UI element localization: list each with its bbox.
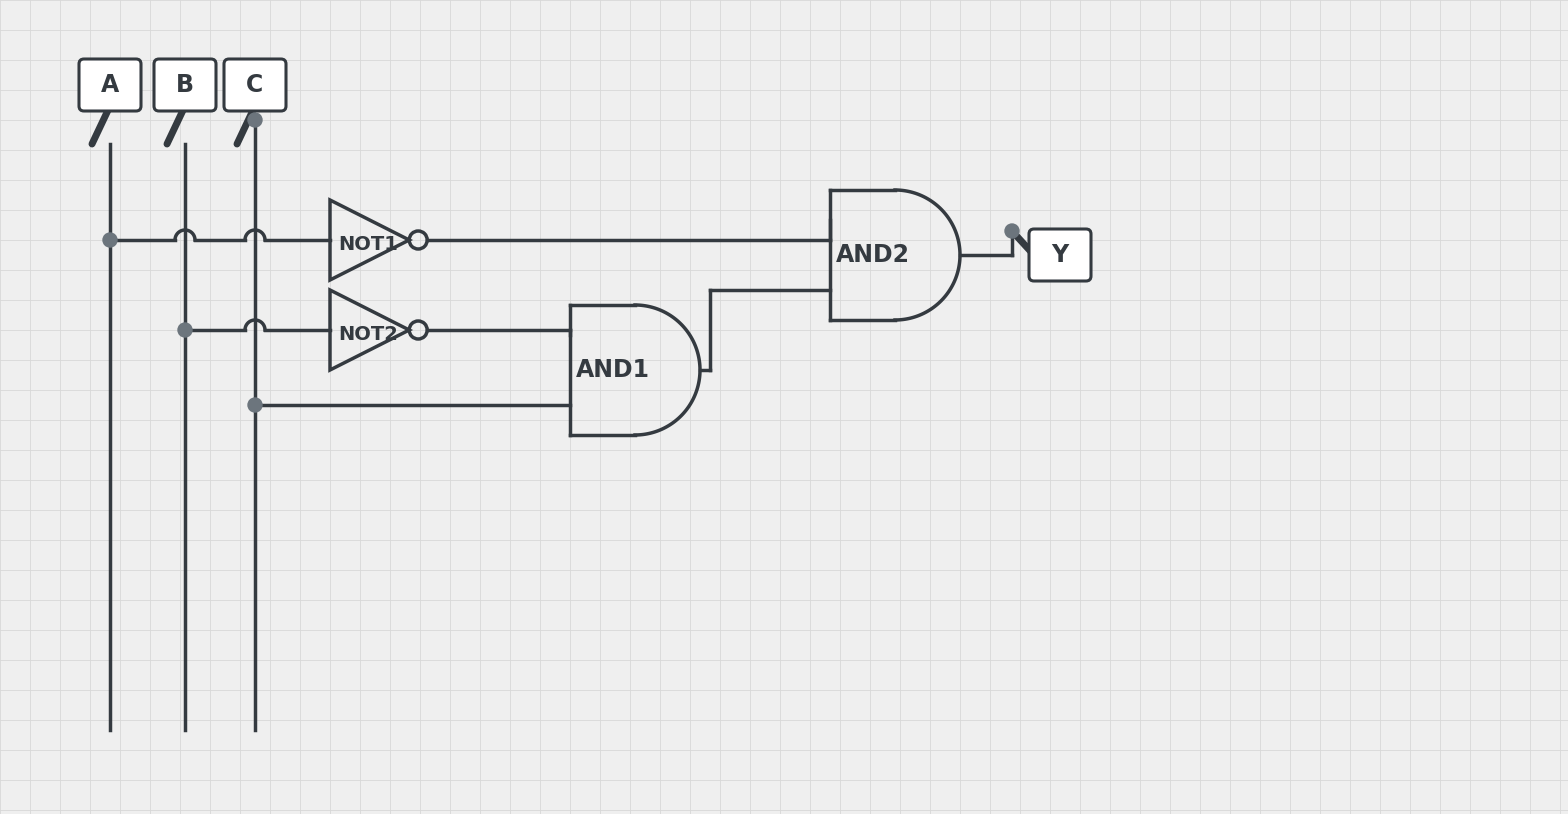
FancyBboxPatch shape xyxy=(78,59,141,111)
Circle shape xyxy=(1005,224,1019,238)
Text: A: A xyxy=(100,73,119,97)
Text: B: B xyxy=(176,73,194,97)
Circle shape xyxy=(103,233,118,247)
Text: NOT2: NOT2 xyxy=(339,325,398,344)
FancyBboxPatch shape xyxy=(154,59,216,111)
FancyBboxPatch shape xyxy=(224,59,285,111)
Circle shape xyxy=(179,323,191,337)
Text: C: C xyxy=(246,73,263,97)
Circle shape xyxy=(248,398,262,412)
Text: NOT1: NOT1 xyxy=(339,234,398,253)
FancyBboxPatch shape xyxy=(1029,229,1091,281)
Text: AND2: AND2 xyxy=(836,243,909,267)
Circle shape xyxy=(248,113,262,127)
Text: Y: Y xyxy=(1052,243,1069,267)
Text: AND1: AND1 xyxy=(575,358,649,382)
